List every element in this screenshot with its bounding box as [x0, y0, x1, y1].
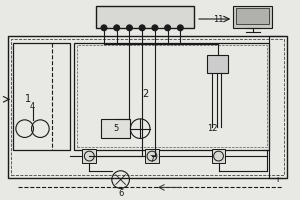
Bar [13, 43, 70, 150]
Text: 7: 7 [149, 155, 154, 164]
Text: 12: 12 [207, 124, 218, 133]
Bar [212, 149, 225, 163]
Text: 6: 6 [118, 189, 123, 198]
Bar [74, 43, 269, 150]
Text: 5: 5 [113, 124, 118, 133]
Bar [82, 149, 96, 163]
Bar [11, 39, 284, 175]
Circle shape [101, 25, 107, 31]
Text: 4: 4 [30, 102, 35, 111]
Text: 2: 2 [142, 89, 148, 99]
Text: i: i [276, 175, 278, 184]
Bar [101, 119, 130, 138]
Circle shape [165, 25, 171, 31]
Bar [145, 149, 159, 163]
Circle shape [152, 25, 158, 31]
Bar [8, 36, 287, 178]
Bar [76, 45, 266, 147]
Bar [96, 6, 194, 28]
Text: 1: 1 [25, 94, 31, 104]
Text: 11: 11 [213, 15, 224, 24]
Circle shape [139, 25, 145, 31]
Bar [207, 55, 228, 73]
Circle shape [127, 25, 132, 31]
Bar [233, 6, 272, 28]
Bar [236, 8, 269, 24]
Circle shape [114, 25, 120, 31]
Circle shape [177, 25, 183, 31]
